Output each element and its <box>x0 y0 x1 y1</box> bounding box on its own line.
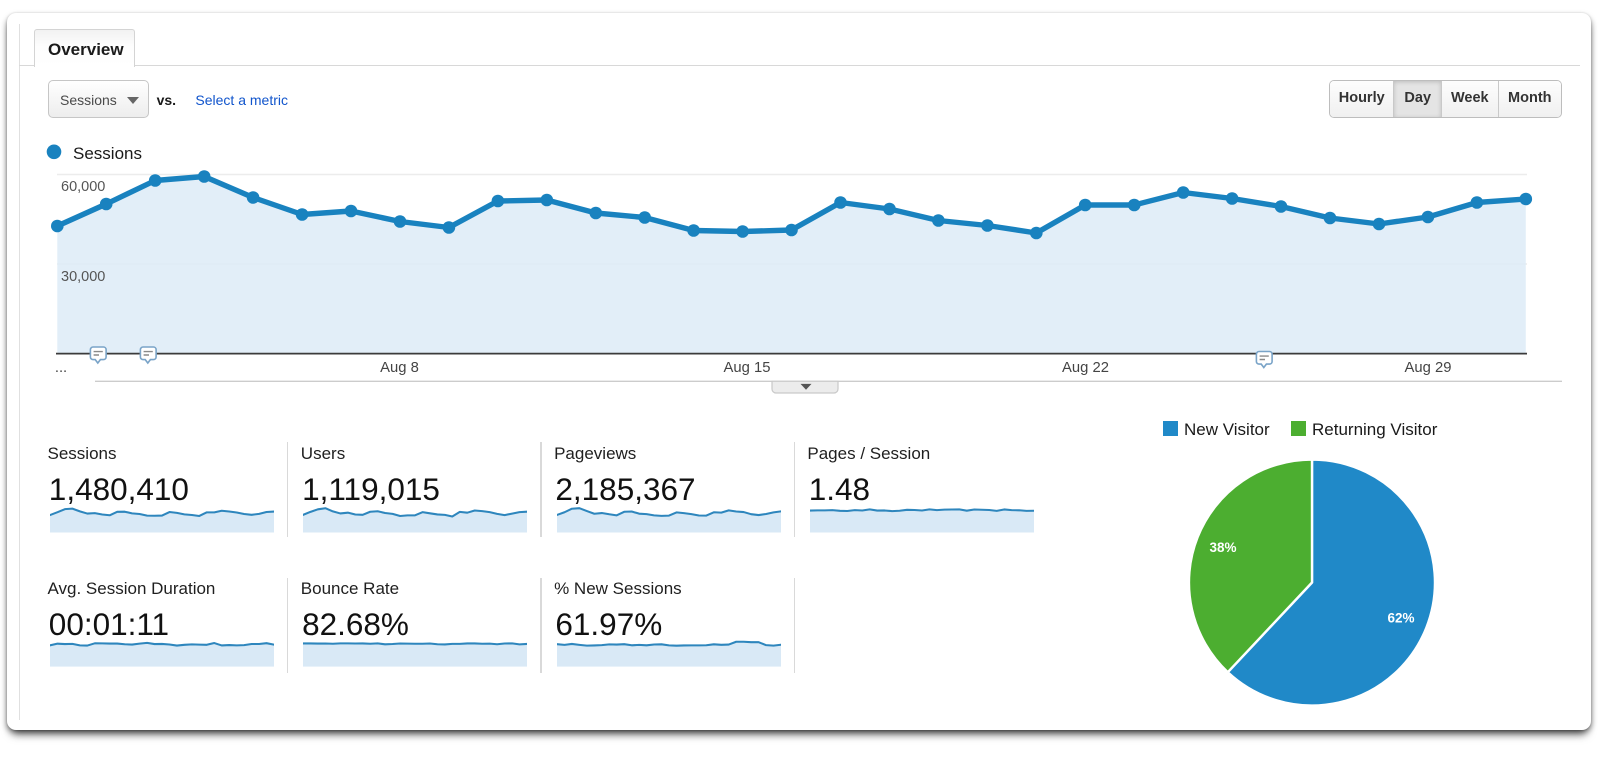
svg-text:38%: 38% <box>1209 540 1236 555</box>
svg-text:62%: 62% <box>1387 611 1414 626</box>
